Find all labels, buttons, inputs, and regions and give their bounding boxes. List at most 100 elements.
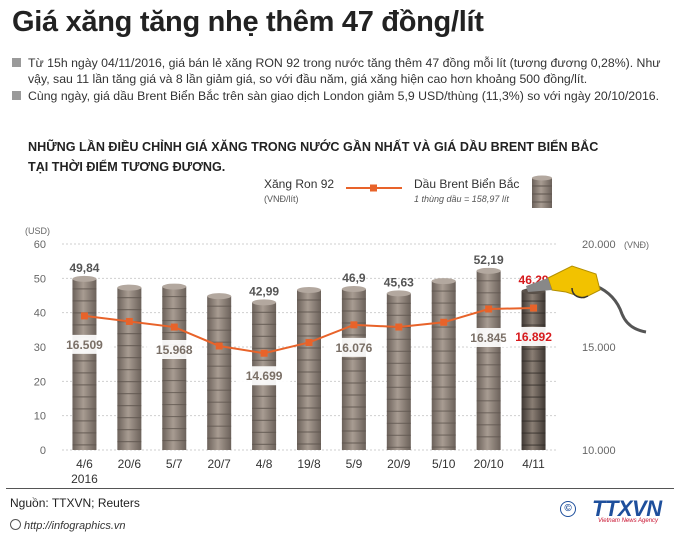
- barrel-top: [117, 284, 142, 291]
- gasoline-point: [440, 318, 448, 326]
- label-text: 16.892: [515, 330, 552, 344]
- legend-barrel-icon: [532, 175, 552, 208]
- gasoline-value-label: 16.892: [505, 327, 562, 347]
- nozzle-trigger: [571, 287, 589, 299]
- right-axis-tick: 15.000: [582, 342, 616, 354]
- label-box: [325, 337, 382, 357]
- barrel-top: [476, 267, 501, 274]
- gasoline-value-label: 15.968: [146, 340, 203, 360]
- left-axis-tick: 10: [34, 411, 46, 423]
- chart-title-line: TẠI THỜI ĐIỂM TƯƠNG ĐƯƠNG.: [28, 160, 226, 174]
- x-tick-label: 20/7: [208, 457, 232, 471]
- source-text: Nguồn: TTXVN; Reuters: [10, 496, 140, 510]
- label-box: [56, 334, 113, 354]
- gasoline-point: [395, 323, 403, 331]
- oil-barrel-bar: [476, 267, 501, 450]
- gasoline-value-label: 16.076: [325, 337, 382, 357]
- label-text: 15.968: [156, 343, 193, 357]
- brent-value-label: 49,84: [69, 261, 99, 275]
- label-box: [505, 327, 562, 347]
- gasoline-point: [80, 312, 88, 320]
- fuel-nozzle-icon: [526, 265, 647, 334]
- ttxvn-logo: TTXVN: [592, 496, 662, 521]
- site-link[interactable]: http://infographics.vn: [10, 519, 126, 532]
- barrel-body: [532, 178, 552, 208]
- oil-barrel-bar: [431, 278, 456, 450]
- page-title: Giá xăng tăng nhẹ thêm 47 đồng/lít: [12, 6, 484, 38]
- gasoline-point: [260, 349, 268, 357]
- label-box: [236, 366, 293, 386]
- barrel-body: [431, 281, 456, 450]
- x-tick-label: 4/6: [76, 457, 93, 471]
- left-axis-tick: 50: [34, 273, 46, 285]
- nozzle-hose: [595, 284, 647, 334]
- barrel-body: [207, 296, 232, 450]
- barrel-body: [297, 290, 321, 450]
- gasoline-point: [305, 338, 313, 346]
- footer-divider: [6, 488, 674, 489]
- bullet-text: Từ 15h ngày 04/11/2016, giá bán lẻ xăng …: [28, 56, 661, 86]
- oil-barrel-bar: [162, 283, 187, 450]
- brent-value-label: 42,99: [249, 284, 279, 298]
- right-axis-unit: (VNĐ): [624, 240, 649, 250]
- x-tick-label: 4/8: [256, 457, 273, 471]
- barrel-top: [207, 293, 232, 300]
- price-chart: 0 10 20 30 40 50 60 (USD) 10.000 15.000 20.000 (VNĐ…: [25, 175, 649, 486]
- label-box: [146, 340, 203, 360]
- gasoline-value-label: 16.845: [460, 327, 517, 347]
- barrel-top: [252, 299, 277, 306]
- oil-barrel-bar: [72, 275, 97, 450]
- summary-bullets: Từ 15h ngày 04/11/2016, giá bán lẻ xăng …: [12, 55, 672, 104]
- x-tick-label: 2016: [71, 472, 98, 486]
- nozzle-handle: [547, 265, 601, 299]
- globe-icon: [10, 519, 21, 530]
- barrel-top: [72, 275, 97, 282]
- gasoline-point: [350, 321, 358, 329]
- bullet-item: Từ 15h ngày 04/11/2016, giá bán lẻ xăng …: [12, 55, 672, 87]
- site-url: http://infographics.vn: [24, 520, 126, 532]
- left-axis-tick: 60: [34, 239, 46, 251]
- barrel-body: [386, 293, 411, 450]
- legend-brent-note: 1 thùng dầu = 158,97 lít: [414, 194, 509, 204]
- footer: Nguồn: TTXVN; Reuters http://infographic…: [0, 488, 680, 541]
- x-tick-label: 4/11: [522, 457, 545, 471]
- brent-value-label: 46,9: [342, 271, 366, 285]
- bullet-square-icon: [12, 91, 21, 100]
- left-axis-tick: 0: [40, 445, 46, 457]
- ttxvn-logo-subtitle: Vietnam News Agency: [598, 518, 659, 524]
- oil-barrel-bar: [117, 284, 142, 450]
- barrel-body: [117, 287, 142, 450]
- x-tick-label: 5/7: [166, 457, 183, 471]
- oil-barrel-bar: [341, 285, 366, 450]
- label-box: [460, 327, 517, 347]
- right-axis-tick: 20.000: [582, 239, 616, 251]
- gasoline-point: [530, 304, 538, 312]
- label-text: 14.699: [246, 369, 283, 383]
- gasoline-point: [125, 317, 133, 325]
- barrel-top: [297, 287, 321, 294]
- oil-barrel-bar: [207, 293, 232, 450]
- x-tick-label: 20/6: [118, 457, 142, 471]
- oil-barrel-bar: [297, 287, 321, 450]
- oil-barrel-bar: [521, 288, 546, 450]
- legend-gasoline-label: Xăng Ron 92: [264, 177, 334, 191]
- legend-gasoline-unit: (VNĐ/lít): [264, 194, 299, 204]
- barrel-body: [521, 291, 546, 450]
- legend-point-icon: [370, 184, 377, 192]
- chart-title: NHỮNG LẦN ĐIỀU CHỈNH GIÁ XĂNG TRONG NƯỚC…: [28, 137, 628, 177]
- right-axis-tick: 10.000: [582, 445, 616, 457]
- barrel-body: [476, 270, 501, 450]
- left-axis-unit: (USD): [25, 226, 50, 236]
- label-text: 16.845: [470, 331, 507, 345]
- chart-title-line: NHỮNG LẦN ĐIỀU CHỈNH GIÁ XĂNG TRONG NƯỚC…: [28, 140, 599, 154]
- barrel-top: [386, 290, 411, 297]
- barrel-top: [431, 278, 456, 285]
- left-axis-tick: 30: [34, 342, 46, 354]
- left-axis-tick: 40: [34, 308, 46, 320]
- barrel-top: [532, 175, 552, 181]
- chart-legend: Xăng Ron 92 (VNĐ/lít) Dầu Brent Biển Bắc 1 …: [264, 175, 552, 208]
- brent-value-label: 45,63: [384, 275, 414, 289]
- barrel-body: [341, 288, 366, 450]
- bullet-text: Cùng ngày, giá dầu Brent Biển Bắc trên s…: [28, 89, 660, 103]
